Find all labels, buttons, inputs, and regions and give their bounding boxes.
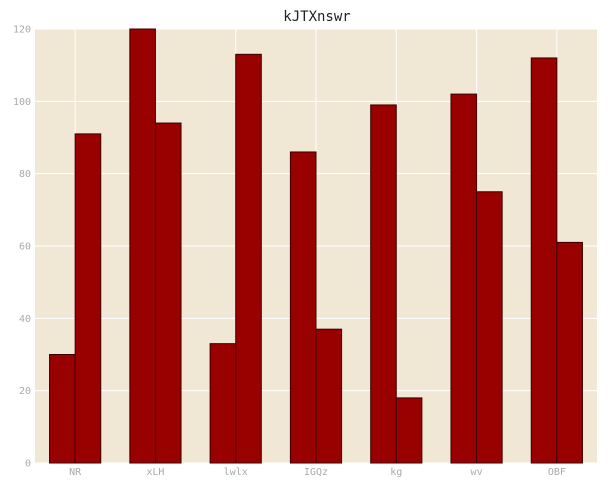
- bar-xLH-2: [154, 122, 182, 464]
- bar-xLH-1: [129, 28, 156, 464]
- x-tick-label: OBF: [548, 467, 566, 478]
- bar-kg-2: [395, 397, 423, 464]
- x-axis-ticks: NR xLH lwlx IGQz kg wv OBF: [69, 467, 566, 478]
- y-tick-label: 100: [13, 97, 31, 108]
- x-tick-label: wv: [471, 467, 483, 478]
- bar-OBF-2: [556, 241, 583, 464]
- y-tick-label: 120: [13, 25, 31, 36]
- x-tick-label: kg: [390, 467, 402, 478]
- bar-lwlx-2: [235, 53, 262, 464]
- y-tick-label: 80: [19, 169, 31, 180]
- x-tick-label: IGQz: [304, 467, 328, 478]
- x-tick-label: xLH: [146, 467, 164, 478]
- chart-title: kJTXnswr: [283, 9, 350, 25]
- y-tick-label: 20: [19, 386, 31, 397]
- bar-OBF-1: [530, 57, 558, 464]
- x-tick-label: lwlx: [224, 467, 248, 478]
- bars: [49, 28, 583, 464]
- x-tick-label: NR: [69, 467, 82, 478]
- bar-lwlx-1: [209, 343, 237, 464]
- bar-IGQz-1: [289, 151, 317, 464]
- y-tick-label: 60: [19, 242, 31, 253]
- y-tick-label: 0: [25, 459, 31, 470]
- bar-wv-1: [450, 93, 478, 464]
- y-axis-ticks: 0 20 40 60 80 100 120: [13, 25, 31, 470]
- bar-NR-1: [49, 354, 76, 464]
- bar-IGQz-2: [315, 328, 343, 464]
- bar-NR-2: [74, 133, 102, 464]
- bar-wv-2: [476, 191, 503, 464]
- y-tick-label: 40: [19, 314, 31, 325]
- bar-kg-1: [370, 104, 397, 464]
